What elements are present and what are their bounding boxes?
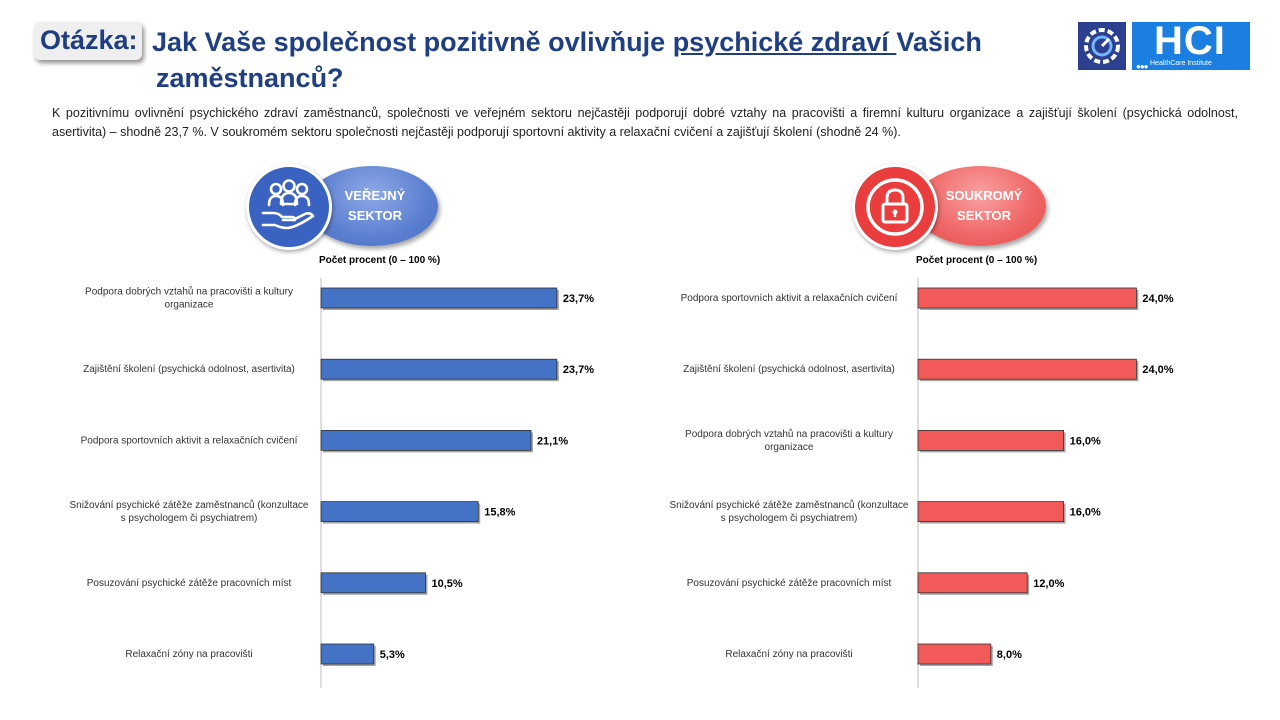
category-label-line: Podpora dobrých vztahů na pracovišti a k… bbox=[685, 428, 893, 440]
data-label: 24,0% bbox=[1142, 293, 1173, 305]
category-label-line: Snižování psychické zátěže zaměstnanců (… bbox=[669, 499, 908, 511]
logo-text: HCI bbox=[1154, 19, 1226, 63]
category-label-line: Podpora sportovních aktivit a relaxačníc… bbox=[81, 435, 298, 446]
category-label: Snižování psychické zátěže zaměstnanců (… bbox=[69, 499, 308, 524]
bar bbox=[320, 358, 558, 380]
padlock-icon bbox=[852, 164, 938, 250]
category-label-line: Relaxační zóny na pracovišti bbox=[725, 649, 852, 660]
private-sector-label-line2: SEKTOR bbox=[957, 208, 1011, 223]
category-label-line: s psychologem či psychiatrem) bbox=[121, 513, 258, 524]
category-label: Relaxační zóny na pracovišti bbox=[125, 649, 252, 660]
category-label-line: Zajištění školení (psychická odolnost, a… bbox=[683, 364, 895, 375]
axis-caption: Počet procent (0 – 100 %) bbox=[916, 255, 1037, 266]
category-label: Relaxační zóny na pracovišti bbox=[725, 649, 852, 660]
data-label: 23,7% bbox=[563, 293, 594, 305]
bar bbox=[320, 643, 375, 665]
public-sector-chart: Počet procent (0 – 100 %) 23,7% Podpora do… bbox=[69, 255, 594, 688]
category-label-line: Zajištění školení (psychická odolnost, a… bbox=[83, 364, 295, 375]
data-label: 23,7% bbox=[563, 364, 594, 376]
data-label: 16,0% bbox=[1070, 435, 1101, 447]
question-label: Otázka: bbox=[40, 25, 138, 55]
bar bbox=[320, 429, 532, 451]
title-line2: zaměstnanců? bbox=[156, 63, 344, 93]
public-sector-badge: VEŘEJNÝ SEKTOR bbox=[246, 164, 438, 250]
data-label: 21,1% bbox=[537, 435, 568, 447]
logo-subtitle: HealthCare Institute bbox=[1150, 60, 1212, 67]
private-sector-label: SOUKROMÝ SEKTOR bbox=[936, 186, 1032, 226]
private-sector-label-line1: SOUKROMÝ bbox=[945, 188, 1023, 203]
category-label-line: organizace bbox=[765, 442, 814, 453]
category-label: Podpora sportovních aktivit a relaxačníc… bbox=[681, 293, 898, 304]
category-label: Zajištění školení (psychická odolnost, a… bbox=[683, 364, 895, 375]
bar bbox=[320, 572, 426, 594]
question-label-box: Otázka: bbox=[34, 22, 142, 60]
bar bbox=[917, 501, 1065, 523]
bar bbox=[320, 287, 558, 309]
category-label: Podpora sportovních aktivit a relaxačníc… bbox=[81, 435, 298, 446]
category-label-line: Relaxační zóny na pracovišti bbox=[125, 649, 252, 660]
bar bbox=[917, 643, 992, 665]
bar bbox=[320, 501, 479, 523]
bar bbox=[917, 572, 1028, 594]
category-label-line: s psychologem či psychiatrem) bbox=[721, 513, 858, 524]
public-sector-label: VEŘEJNÝ SEKTOR bbox=[338, 186, 412, 226]
category-label-line: Podpora sportovních aktivit a relaxačníc… bbox=[681, 293, 898, 304]
category-label: Snižování psychické zátěže zaměstnanců (… bbox=[669, 499, 908, 524]
private-sector-badge: SOUKROMÝ SEKTOR bbox=[852, 164, 1046, 250]
bar bbox=[917, 429, 1065, 451]
data-label: 5,3% bbox=[380, 649, 405, 661]
data-label: 12,0% bbox=[1033, 578, 1064, 590]
data-label: 15,8% bbox=[484, 507, 515, 519]
intro-text: K pozitivnímu ovlivnění psychického zdra… bbox=[52, 106, 1238, 139]
category-label: Posuzování psychické zátěže pracovních m… bbox=[687, 578, 892, 589]
bar bbox=[917, 287, 1137, 309]
hci-box bbox=[1132, 22, 1250, 70]
page-title: Jak Vaše společnost pozitivně ovlivňuje … bbox=[152, 24, 1052, 96]
category-label: Posuzování psychické zátěže pracovních m… bbox=[87, 578, 292, 589]
axis-caption: Počet procent (0 – 100 %) bbox=[319, 255, 440, 266]
public-sector-label-line2: SEKTOR bbox=[348, 208, 402, 223]
category-label-line: Posuzování psychické zátěže pracovních m… bbox=[87, 578, 292, 589]
logo-dots: ●●● bbox=[1136, 62, 1148, 71]
category-label-line: Posuzování psychické zátěže pracovních m… bbox=[687, 578, 892, 589]
data-label: 10,5% bbox=[431, 578, 462, 590]
public-sector-label-line1: VEŘEJNÝ bbox=[344, 188, 406, 203]
category-label: Podpora dobrých vztahů na pracovišti a k… bbox=[85, 286, 293, 311]
title-part2: Vašich bbox=[896, 27, 982, 57]
people-in-hand-icon bbox=[246, 164, 332, 250]
category-label: Zajištění školení (psychická odolnost, a… bbox=[83, 364, 295, 375]
data-label: 24,0% bbox=[1142, 364, 1173, 376]
category-label-line: Snižování psychické zátěže zaměstnanců (… bbox=[69, 499, 308, 511]
data-label: 16,0% bbox=[1070, 507, 1101, 519]
data-label: 8,0% bbox=[997, 649, 1022, 661]
gauge-icon bbox=[1078, 22, 1126, 70]
title-part1: Jak Vaše společnost pozitivně ovlivňuje bbox=[152, 27, 673, 57]
category-label-line: organizace bbox=[165, 300, 214, 311]
title-underlined: psychické zdraví bbox=[672, 27, 897, 57]
category-label: Podpora dobrých vztahů na pracovišti a k… bbox=[685, 428, 893, 453]
bar bbox=[917, 358, 1137, 380]
category-label-line: Podpora dobrých vztahů na pracovišti a k… bbox=[85, 286, 293, 298]
hci-logo: HCI ●●● HealthCare Institute bbox=[1078, 19, 1250, 71]
